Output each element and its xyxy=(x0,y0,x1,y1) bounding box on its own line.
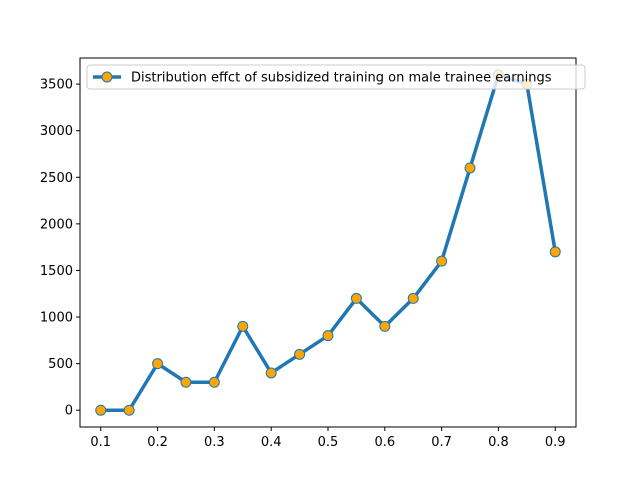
x-tick-label: 0.4 xyxy=(261,435,282,450)
y-tick-label: 3000 xyxy=(40,124,73,139)
legend: Distribution effct of subsidized trainin… xyxy=(86,64,586,90)
x-axis: 0.1 0.2 0.3 0.4 0.5 0.6 0.7 0.8 0.9 xyxy=(90,427,566,450)
x-tick-label: 0.6 xyxy=(374,435,395,450)
legend-label: Distribution effct of subsidized trainin… xyxy=(131,71,552,86)
x-tick-label: 0.7 xyxy=(431,435,452,450)
y-tick-label: 2500 xyxy=(40,171,73,186)
data-point xyxy=(237,320,249,332)
y-tick-label: 1000 xyxy=(40,311,73,326)
legend-box xyxy=(86,64,586,90)
x-tick-label: 0.3 xyxy=(204,435,225,450)
data-point xyxy=(407,292,419,304)
data-point xyxy=(95,404,107,416)
data-point xyxy=(294,348,306,360)
x-tick-label: 0.1 xyxy=(90,435,111,450)
y-axis: 0 500 1000 1500 2000 2500 3000 3500 xyxy=(40,78,80,419)
data-point xyxy=(549,246,561,258)
legend-marker-swatch xyxy=(101,71,113,83)
x-tick-label: 0.9 xyxy=(545,435,566,450)
data-point xyxy=(464,162,476,174)
x-tick-label: 0.5 xyxy=(318,435,339,450)
data-point xyxy=(436,255,448,267)
data-point xyxy=(123,404,135,416)
axes-frame xyxy=(79,57,577,428)
data-point xyxy=(322,330,334,342)
y-tick-label: 3500 xyxy=(40,78,73,93)
x-tick-label: 0.2 xyxy=(147,435,168,450)
x-tick-label: 0.8 xyxy=(488,435,509,450)
y-tick-label: 2000 xyxy=(40,217,73,232)
y-tick-label: 1500 xyxy=(40,264,73,279)
data-point xyxy=(208,376,220,388)
plot-area xyxy=(95,69,561,416)
y-tick-label: 500 xyxy=(48,357,73,372)
data-point xyxy=(152,358,164,370)
data-point xyxy=(379,320,391,332)
data-point xyxy=(350,292,362,304)
data-point xyxy=(180,376,192,388)
data-point xyxy=(265,367,277,379)
y-tick-label: 0 xyxy=(65,404,73,419)
